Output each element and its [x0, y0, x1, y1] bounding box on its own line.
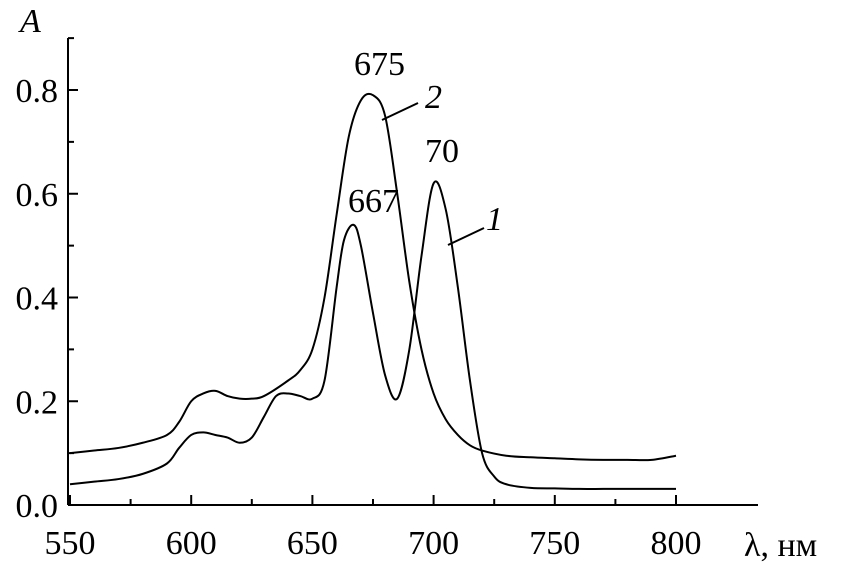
- ticks: [68, 37, 677, 506]
- x-tick-label-800: 800: [651, 525, 702, 562]
- curve-label-2: 2: [425, 79, 442, 116]
- peak-label-70: 70: [425, 133, 459, 170]
- axes: [67, 38, 758, 506]
- y-axis-title: A: [18, 3, 41, 40]
- peak-label-675: 675: [354, 46, 405, 83]
- y-tick-label-0.6: 0.6: [16, 177, 59, 214]
- y-tick-label-0.8: 0.8: [16, 73, 59, 110]
- curve-label-1: 1: [486, 201, 503, 238]
- x-tick-label-550: 550: [45, 525, 96, 562]
- x-tick-label-650: 650: [287, 525, 338, 562]
- x-tick-label-600: 600: [166, 525, 217, 562]
- y-tick-label-0.2: 0.2: [16, 384, 59, 421]
- curve-1-leader: [447, 227, 485, 246]
- tick-labels: 550 600 650 700 750 800 0.0 0.2 0.4 0.6 0.8: [16, 73, 702, 562]
- series-line-curve-1: [69, 180, 676, 490]
- x-tick-label-750: 750: [529, 525, 580, 562]
- series-line-curve-2: [69, 92, 677, 462]
- series: [69, 92, 677, 490]
- x-axis-title: λ, нм: [744, 527, 817, 564]
- y-tick-label-0: 0.0: [16, 488, 59, 525]
- peak-label-667: 667: [348, 183, 399, 220]
- leader-lines: [381, 102, 485, 246]
- curve-2-leader: [381, 102, 419, 121]
- y-tick-label-0.4: 0.4: [16, 281, 59, 318]
- x-tick-label-700: 700: [408, 525, 459, 562]
